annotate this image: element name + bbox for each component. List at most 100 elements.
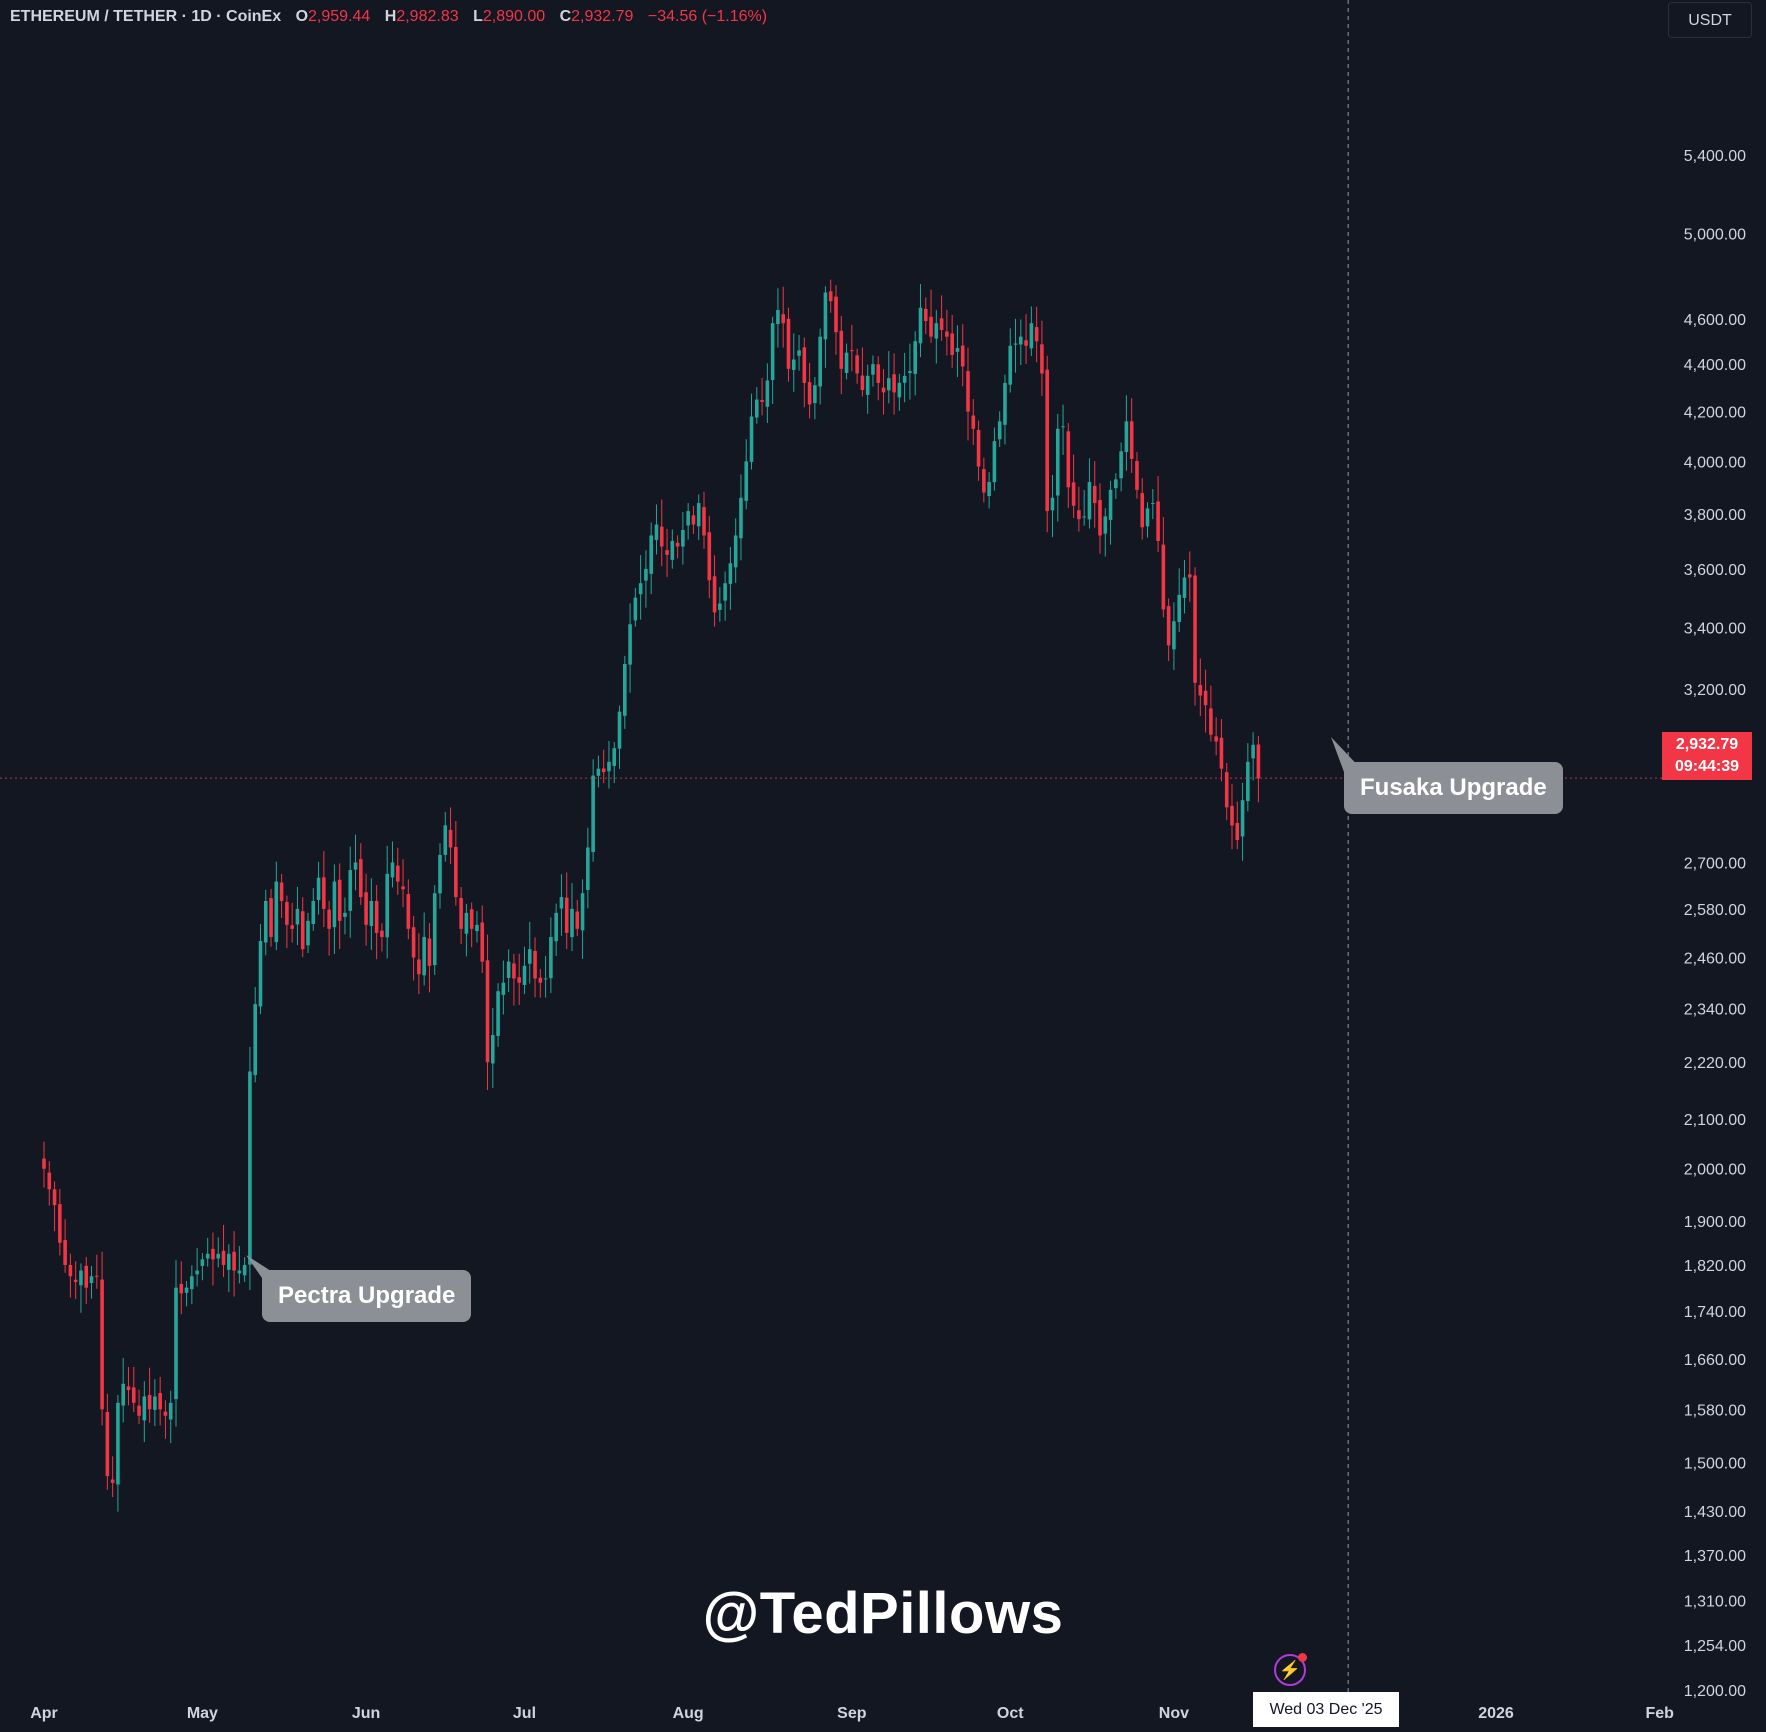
fusaka-upgrade-callout[interactable]: Fusaka Upgrade: [1344, 762, 1563, 814]
price-tick-label: 1,254.00: [1684, 1638, 1746, 1655]
candle-body: [1156, 501, 1160, 541]
candle-body: [464, 912, 469, 934]
candle-body: [913, 341, 917, 374]
candle-body: [1256, 744, 1261, 779]
candle-body: [960, 345, 965, 367]
candle-body: [116, 1402, 120, 1485]
candle-body: [813, 385, 817, 404]
candle-body: [1198, 685, 1203, 696]
price-tick-label: 4,000.00: [1684, 454, 1746, 471]
candle-body: [638, 583, 643, 595]
candle-body: [232, 1251, 236, 1271]
candle-body: [633, 597, 638, 621]
price-axis[interactable]: 5,400.00 5,000.00 4,600.00 4,400.00 4,200.00…: [1684, 148, 1746, 1700]
candle-body: [939, 318, 944, 330]
price-tick-label: 2,700.00: [1684, 855, 1746, 872]
high-label: H: [384, 8, 397, 25]
candle-body: [586, 847, 590, 890]
candle-body: [137, 1405, 141, 1416]
candle-body: [200, 1259, 205, 1266]
candle-body: [63, 1239, 67, 1265]
candle-body: [1161, 544, 1166, 610]
candle-body: [997, 421, 1002, 440]
candle-body: [258, 941, 263, 1007]
candle-body: [918, 307, 923, 344]
candle-body: [908, 371, 912, 374]
time-axis[interactable]: Apr May Jun Jul Aug Sep Oct Nov 2026 Feb: [30, 1705, 1674, 1722]
candle-body: [987, 482, 991, 497]
candle-body: [385, 873, 389, 938]
candle-body: [1240, 800, 1245, 837]
candle-body: [1082, 516, 1086, 518]
candle-body: [459, 898, 463, 929]
candle-body: [1124, 421, 1129, 452]
candle-body: [52, 1189, 57, 1206]
candle-body: [554, 912, 558, 942]
close-value: 2,932.79: [571, 8, 634, 25]
candle-body: [744, 461, 749, 501]
candle-body: [781, 314, 785, 324]
candle-body: [1055, 428, 1060, 496]
low-value: 2,890.00: [482, 8, 546, 25]
candle-body: [469, 909, 474, 929]
currency-button[interactable]: USDT: [1668, 2, 1752, 38]
candle-body: [559, 897, 564, 909]
candle-body: [1045, 369, 1049, 512]
candle-body: [1071, 482, 1076, 506]
candle-body: [1008, 345, 1013, 385]
candle-body: [696, 503, 701, 527]
candle-body: [73, 1279, 78, 1282]
watermark-handle: @TedPillows: [702, 1581, 1064, 1646]
time-tick-label: May: [187, 1705, 218, 1722]
symbol-title[interactable]: ETHEREUM / TETHER · 1D · CoinEx: [10, 8, 282, 25]
price-tick-label: 1,820.00: [1684, 1258, 1746, 1275]
candle-body: [179, 1283, 184, 1294]
candle-body: [79, 1270, 83, 1286]
candle-body: [153, 1396, 157, 1410]
candle-body: [892, 374, 896, 393]
price-tick-label: 2,460.00: [1684, 950, 1746, 967]
candle-body: [1219, 737, 1224, 769]
candle-body: [506, 961, 511, 978]
last-price-tag: 2,932.79 09:44:39: [1662, 732, 1752, 780]
price-tick-label: 4,600.00: [1684, 312, 1746, 329]
price-tick-label: 1,370.00: [1684, 1548, 1746, 1565]
candle-body: [432, 893, 437, 966]
candle-body: [190, 1276, 194, 1290]
candle-body: [1003, 382, 1007, 425]
price-tick-label: 4,200.00: [1684, 405, 1746, 422]
candle-body: [512, 963, 516, 979]
candle-body: [306, 920, 310, 946]
time-tick-label: Oct: [997, 1705, 1024, 1722]
candle-body: [527, 949, 532, 964]
candle-body: [1092, 485, 1097, 504]
candle-body: [443, 825, 448, 855]
candle-body: [242, 1264, 247, 1276]
candle-body: [84, 1265, 89, 1288]
candle-body: [844, 352, 849, 373]
candle-body: [686, 511, 690, 526]
candle-body: [564, 897, 569, 933]
lightning-icon[interactable]: ⚡: [1274, 1653, 1307, 1686]
candle-body: [760, 400, 764, 402]
candle-body: [1193, 575, 1197, 683]
pectra-upgrade-callout[interactable]: Pectra Upgrade: [262, 1270, 472, 1322]
candle-body: [823, 292, 828, 340]
candle-body: [533, 950, 537, 979]
candle-body: [105, 1412, 110, 1476]
candle-body: [887, 378, 891, 391]
candle-body: [485, 960, 490, 1063]
candle-body: [659, 526, 664, 547]
candle-body: [411, 927, 416, 958]
candle-body: [422, 936, 426, 976]
low-label: L: [473, 8, 483, 25]
candle-body: [448, 829, 453, 848]
candle-body: [654, 524, 659, 540]
candle-body: [142, 1396, 147, 1421]
candle-body: [897, 382, 902, 398]
candle-body: [380, 930, 384, 937]
candle-body: [733, 535, 738, 568]
candle-body: [95, 1275, 99, 1277]
